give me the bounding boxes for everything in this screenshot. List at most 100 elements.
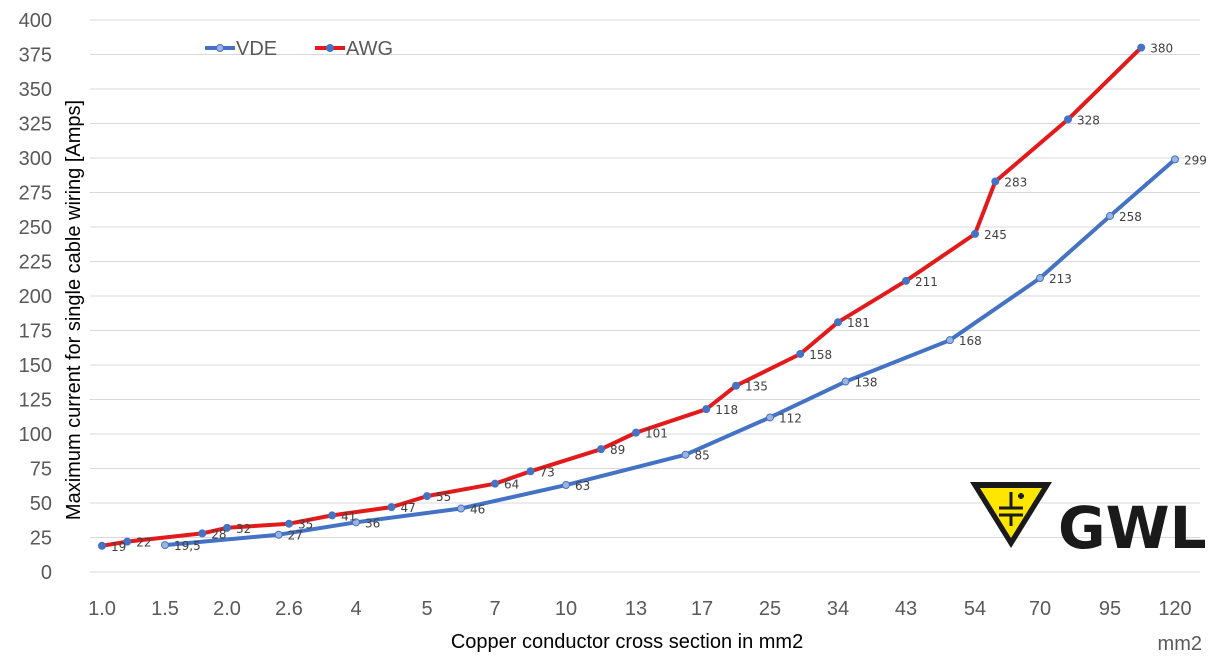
x-axis-unit-label: mm2 bbox=[1158, 633, 1202, 655]
data-point-awg bbox=[971, 229, 979, 238]
data-point-vde bbox=[766, 413, 774, 422]
data-label-vde: 168 bbox=[959, 334, 982, 348]
y-tick-label: 200 bbox=[19, 286, 52, 308]
x-tick-label: 1.5 bbox=[151, 598, 179, 620]
data-label-awg: 380 bbox=[1150, 42, 1173, 56]
data-label-vde: 258 bbox=[1119, 210, 1142, 224]
data-label-vde: 27 bbox=[288, 529, 303, 543]
gwl-logo: GWL bbox=[970, 482, 1207, 562]
x-tick-label: 17 bbox=[691, 598, 713, 620]
y-tick-label: 325 bbox=[19, 114, 52, 136]
data-point-vde bbox=[841, 377, 850, 386]
data-label-awg: 89 bbox=[610, 443, 625, 457]
y-tick-label: 300 bbox=[19, 148, 52, 170]
data-label-vde: 112 bbox=[779, 411, 802, 425]
series-group bbox=[98, 43, 1179, 550]
x-tick-label: 13 bbox=[625, 598, 647, 620]
data-label-vde: 213 bbox=[1049, 272, 1072, 286]
y-tick-label: 275 bbox=[19, 183, 52, 205]
data-point-awg bbox=[387, 503, 396, 512]
data-point-awg bbox=[1064, 115, 1072, 124]
x-axis-title: Copper conductor cross section in mm2 bbox=[451, 631, 803, 653]
data-point-vde bbox=[352, 518, 360, 527]
data-label-awg: 35 bbox=[298, 518, 313, 532]
y-tick-label: 400 bbox=[19, 10, 52, 32]
data-point-awg bbox=[526, 467, 535, 476]
x-tick-label: 70 bbox=[1029, 598, 1051, 620]
data-label-awg: 73 bbox=[540, 465, 555, 479]
data-label-awg: 211 bbox=[915, 275, 938, 289]
data-point-vde bbox=[681, 450, 690, 459]
x-tick-label: 25 bbox=[759, 598, 781, 620]
y-tick-label: 75 bbox=[30, 459, 52, 481]
x-tick-label: 54 bbox=[964, 598, 986, 620]
x-tick-label: 10 bbox=[555, 598, 577, 620]
data-label-awg: 32 bbox=[236, 522, 251, 536]
data-label-awg: 245 bbox=[984, 228, 1007, 242]
data-point-vde bbox=[274, 530, 283, 539]
data-label-awg: 64 bbox=[504, 478, 519, 492]
data-label-awg: 101 bbox=[645, 427, 668, 441]
y-tick-label: 150 bbox=[19, 355, 52, 377]
data-label-vde: 19,5 bbox=[174, 539, 201, 553]
data-point-awg bbox=[98, 541, 106, 550]
data-label-awg: 19 bbox=[111, 540, 126, 554]
data-point-vde bbox=[1036, 274, 1044, 283]
data-label-awg: 22 bbox=[136, 536, 151, 550]
series-line-vde bbox=[164, 157, 1177, 548]
data-label-vde: 85 bbox=[695, 449, 710, 463]
y-tick-label: 25 bbox=[30, 528, 52, 550]
data-point-awg bbox=[702, 405, 711, 414]
x-axis-ticks: 1.0 1.5 2.0 2.6 4 5 7 10 13 17 25 34 43 54 70 95 120 bbox=[88, 598, 1192, 620]
data-label-vde: 63 bbox=[575, 479, 590, 493]
data-label-awg: 118 bbox=[715, 403, 738, 417]
data-point-awg bbox=[491, 479, 499, 488]
data-point-awg bbox=[1137, 43, 1146, 52]
y-tick-label: 0 bbox=[41, 562, 52, 584]
y-tick-label: 250 bbox=[19, 217, 52, 239]
capacitor-symbol-icon bbox=[999, 492, 1024, 526]
data-point-vde bbox=[562, 481, 570, 490]
data-point-awg bbox=[834, 318, 842, 327]
data-label-awg: 283 bbox=[1004, 175, 1027, 189]
data-point-awg bbox=[123, 537, 132, 546]
data-point-vde bbox=[457, 504, 465, 513]
data-point-vde bbox=[161, 541, 169, 550]
data-label-awg: 328 bbox=[1077, 113, 1100, 127]
data-point-awg bbox=[423, 492, 431, 501]
y-tick-label: 225 bbox=[19, 252, 52, 274]
legend-marker bbox=[326, 44, 334, 52]
data-point-awg bbox=[732, 381, 740, 390]
data-label-awg: 41 bbox=[341, 509, 356, 523]
data-point-awg bbox=[796, 349, 805, 358]
x-tick-label: 5 bbox=[421, 598, 432, 620]
data-point-awg bbox=[991, 177, 1000, 186]
x-tick-label: 4 bbox=[350, 598, 361, 620]
legend-label: AWG bbox=[346, 38, 393, 60]
x-tick-label: 95 bbox=[1099, 598, 1121, 620]
y-tick-label: 125 bbox=[19, 390, 52, 412]
data-point-awg bbox=[902, 276, 910, 285]
logo-text: GWL bbox=[1058, 494, 1207, 562]
data-point-vde bbox=[1171, 155, 1179, 164]
legend-entry-awg: AWG bbox=[315, 38, 393, 60]
data-label-awg: 158 bbox=[809, 348, 832, 362]
data-label-awg: 181 bbox=[847, 316, 870, 330]
x-tick-label: 2.6 bbox=[275, 598, 303, 620]
x-tick-label: 7 bbox=[489, 598, 500, 620]
data-point-awg bbox=[632, 428, 640, 437]
data-label-vde: 299 bbox=[1184, 153, 1207, 167]
logo-triangle-inner bbox=[980, 488, 1042, 538]
legend-label: VDE bbox=[236, 38, 277, 60]
y-tick-label: 50 bbox=[30, 493, 52, 515]
x-tick-label: 43 bbox=[895, 598, 917, 620]
data-label-awg: 55 bbox=[436, 490, 451, 504]
grid-lines bbox=[90, 19, 1200, 573]
x-tick-label: 120 bbox=[1158, 598, 1191, 620]
data-point-vde bbox=[945, 336, 954, 345]
x-tick-label: 1.0 bbox=[88, 598, 116, 620]
y-tick-label: 350 bbox=[19, 79, 52, 101]
legend: VDE AWG bbox=[205, 38, 393, 60]
